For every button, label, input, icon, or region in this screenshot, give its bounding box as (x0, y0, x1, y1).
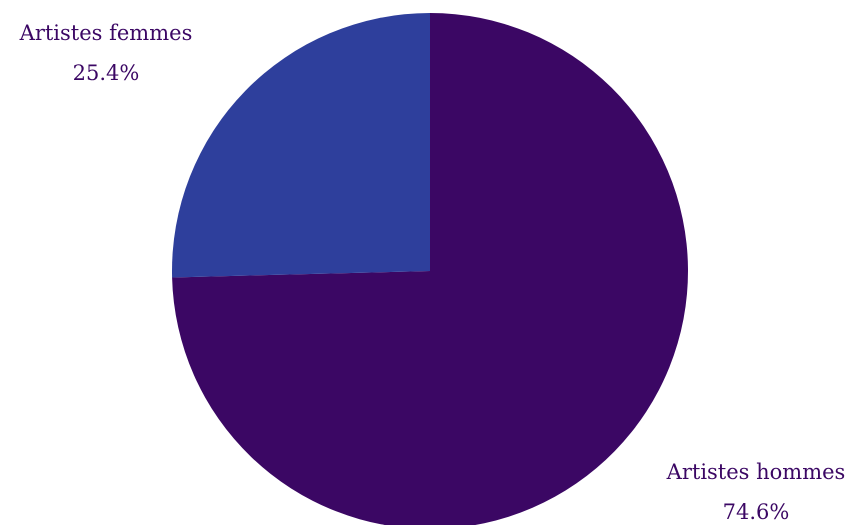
slice-value-artistes-hommes: 74.6% (723, 500, 790, 524)
pie-slice-artistes-hommes (172, 13, 688, 525)
pie-slices (172, 13, 688, 525)
slice-value-artistes-femmes: 25.4% (73, 61, 140, 85)
slice-label-artistes-hommes: Artistes hommes (666, 460, 846, 484)
pie-slice-artistes-femmes (172, 13, 430, 278)
slice-label-artistes-femmes: Artistes femmes (19, 21, 193, 45)
